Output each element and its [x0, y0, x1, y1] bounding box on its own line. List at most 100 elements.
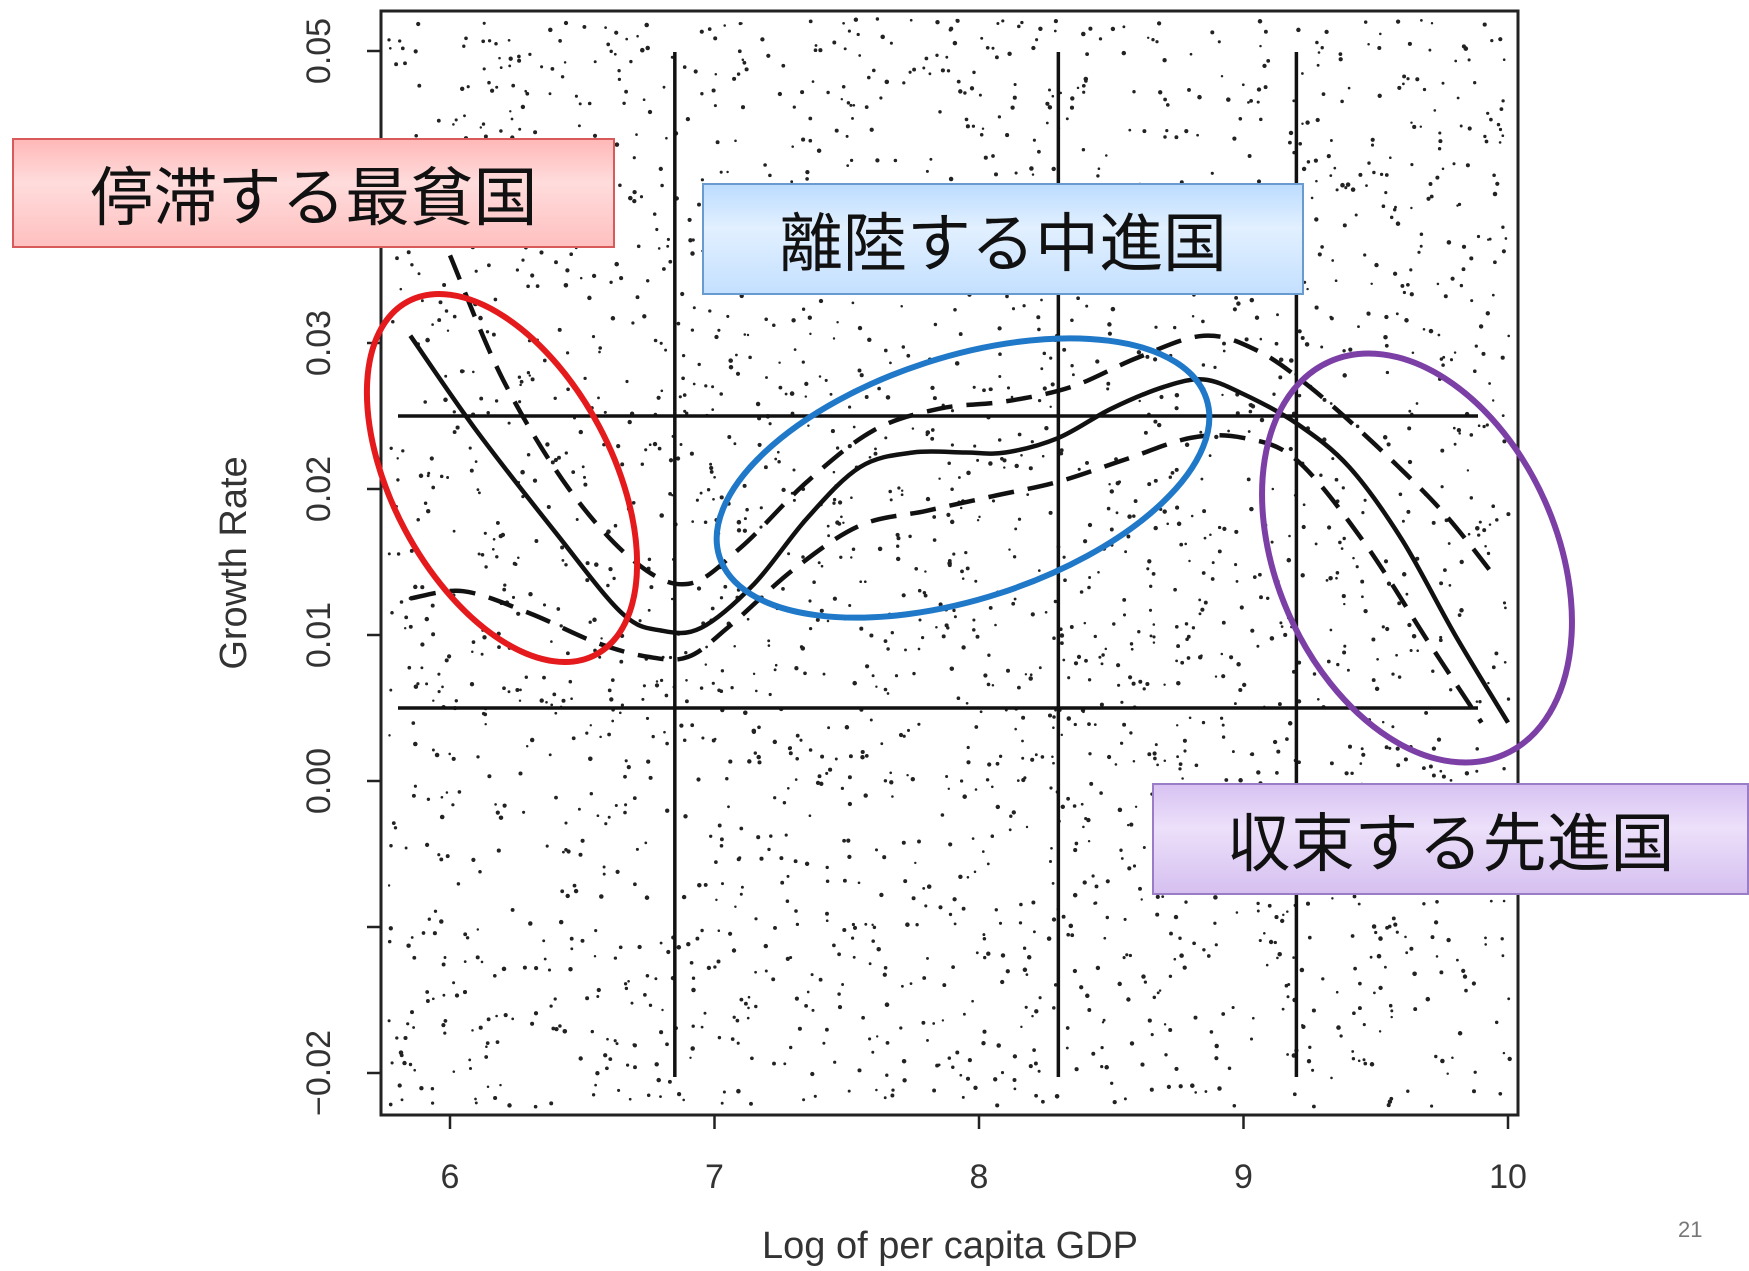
scatter-point: [388, 46, 392, 50]
scatter-point: [995, 761, 1000, 766]
scatter-point: [950, 409, 955, 413]
scatter-point: [662, 85, 666, 89]
scatter-point: [1017, 24, 1021, 29]
scatter-point: [398, 39, 402, 43]
scatter-point: [495, 520, 500, 525]
scatter-point: [699, 491, 703, 495]
scatter-point: [1415, 77, 1420, 82]
scatter-point: [1265, 963, 1269, 967]
scatter-point: [1419, 125, 1423, 128]
scatter-point: [767, 847, 771, 852]
scatter-point: [868, 962, 872, 966]
scatter-point: [545, 701, 548, 704]
scatter-point: [1365, 184, 1368, 187]
scatter-point: [971, 124, 976, 128]
scatter-point: [511, 595, 516, 599]
scatter-point: [1436, 282, 1440, 286]
scatter-point: [1232, 307, 1237, 312]
scatter-point: [432, 931, 437, 936]
scatter-point: [462, 990, 468, 995]
scatter-point: [399, 287, 403, 291]
scatter-point: [1107, 331, 1112, 336]
scatter-point: [511, 83, 516, 88]
scatter-point: [869, 127, 874, 132]
scatter-point: [824, 1027, 829, 1032]
scatter-point: [726, 314, 730, 318]
scatter-point: [522, 965, 527, 970]
scatter-point: [1156, 21, 1162, 26]
scatter-point: [1278, 357, 1284, 362]
scatter-point: [997, 438, 1002, 442]
scatter-point: [948, 176, 954, 182]
scatter-point: [518, 699, 522, 702]
scatter-point: [583, 475, 586, 479]
scatter-point: [730, 1037, 735, 1041]
scatter-point: [938, 905, 943, 910]
scatter-point: [1499, 107, 1504, 111]
scatter-point: [602, 872, 606, 876]
scatter-point: [847, 1089, 851, 1093]
scatter-point: [1475, 526, 1480, 531]
scatter-point: [952, 552, 956, 556]
scatter-point: [1459, 608, 1464, 613]
scatter-point: [998, 352, 1002, 356]
scatter-point: [465, 936, 470, 940]
scatter-point: [611, 719, 615, 723]
scatter-point: [466, 85, 470, 89]
scatter-point: [613, 52, 617, 56]
scatter-point: [469, 468, 474, 473]
scatter-point: [1485, 423, 1489, 427]
scatter-point: [1155, 894, 1160, 899]
scatter-point: [947, 787, 951, 791]
scatter-point: [697, 362, 701, 367]
scatter-point: [1104, 1065, 1109, 1070]
scatter-point: [1406, 77, 1410, 81]
scatter-point: [596, 987, 601, 993]
scatter-point: [1408, 409, 1412, 413]
scatter-point: [1114, 763, 1118, 766]
scatter-point: [510, 117, 514, 121]
scatter-point: [647, 109, 653, 115]
scatter-point: [1065, 1026, 1070, 1030]
scatter-point: [1484, 139, 1489, 144]
scatter-point: [1100, 662, 1104, 666]
scatter-point: [668, 655, 673, 660]
scatter-point: [889, 41, 893, 45]
scatter-point: [1469, 433, 1474, 437]
scatter-point: [1402, 290, 1407, 295]
scatter-point: [662, 267, 666, 271]
scatter-point: [1395, 312, 1399, 316]
scatter-point: [917, 647, 921, 651]
scatter-point: [430, 1086, 435, 1091]
scatter-point: [592, 133, 598, 138]
scatter-point: [695, 936, 700, 941]
scatter-point: [565, 893, 570, 899]
scatter-point: [1082, 825, 1085, 829]
scatter-point: [682, 1098, 685, 1102]
scatter-point: [654, 977, 658, 981]
scatter-point: [629, 59, 633, 64]
scatter-point: [1120, 857, 1124, 860]
scatter-point: [975, 951, 979, 955]
scatter-point: [617, 69, 621, 73]
scatter-point: [486, 411, 490, 415]
scatter-point: [565, 268, 570, 273]
scatter-point: [908, 534, 912, 539]
scatter-point: [1459, 124, 1463, 128]
scatter-point: [753, 751, 757, 755]
scatter-point: [1244, 337, 1249, 342]
scatter-point: [682, 393, 687, 397]
scatter-point: [735, 353, 738, 357]
scatter-point: [1506, 512, 1511, 517]
scatter-point: [689, 1056, 692, 1060]
scatter-point: [565, 351, 570, 355]
scatter-point: [1034, 1093, 1038, 1098]
scatter-point: [1020, 20, 1024, 25]
scatter-point: [1459, 559, 1464, 565]
scatter-point: [1148, 608, 1153, 612]
scatter-point: [1484, 936, 1487, 940]
scatter-point: [424, 842, 430, 848]
scatter-point: [1209, 1030, 1214, 1034]
scatter-point: [431, 997, 435, 1001]
scatter-point: [1052, 636, 1056, 640]
